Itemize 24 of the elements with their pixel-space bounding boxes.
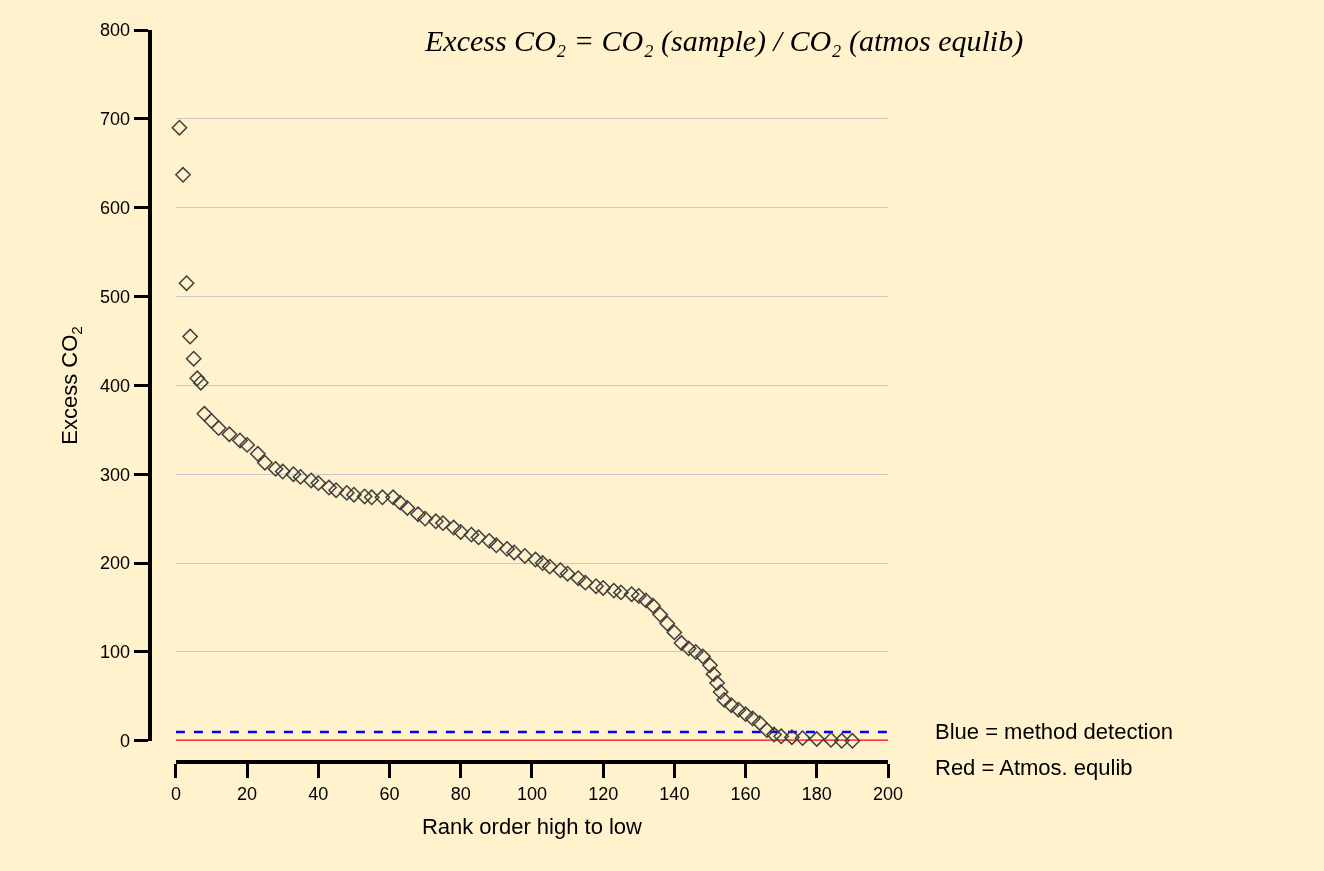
y-tick-label: 800 (100, 20, 131, 41)
x-tick-label: 20 (237, 783, 258, 804)
x-tick-label: 60 (379, 783, 400, 804)
ref-line-label: Red = Atmos. equlib (935, 755, 1133, 780)
y-tick-label: 300 (100, 464, 131, 485)
x-tick-label: 180 (801, 783, 832, 804)
x-tick-label: 0 (170, 783, 181, 804)
x-tick-label: 140 (659, 783, 690, 804)
annotation: Excess CO₂ = CO₂ (sample) / CO₂ (atmos equlib) (424, 24, 1024, 58)
x-tick-label: 80 (450, 783, 471, 804)
ref-line-label: Blue = method detection (935, 719, 1173, 744)
y-tick-label: 500 (100, 286, 131, 307)
y-tick-label: 0 (120, 731, 131, 752)
x-axis-title: Rank order high to low (421, 814, 643, 839)
x-tick-label: 160 (730, 783, 761, 804)
y-tick-label: 200 (100, 553, 131, 574)
y-tick-label: 400 (100, 375, 131, 396)
x-tick-label: 40 (308, 783, 329, 804)
x-tick-label: 100 (516, 783, 547, 804)
x-tick-label: 200 (872, 783, 904, 804)
y-tick-label: 700 (100, 109, 131, 130)
y-tick-label: 600 (100, 197, 131, 218)
y-tick-label: 100 (100, 642, 131, 663)
x-tick-label: 120 (588, 783, 619, 804)
